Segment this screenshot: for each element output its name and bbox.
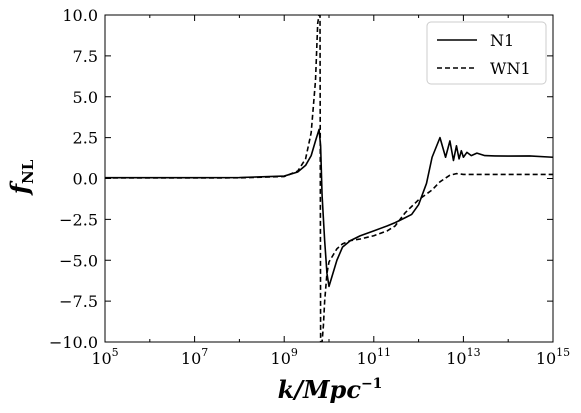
legend-label-n1: N1 — [490, 31, 514, 50]
y-tick-label: −10.0 — [49, 333, 98, 352]
x-tick-label: 105 — [91, 346, 118, 368]
y-tick-label: −2.5 — [59, 210, 98, 229]
y-axis-label: fNL — [5, 159, 37, 196]
x-tick-label: 1013 — [446, 346, 480, 368]
tick-layer: 105 107 109 1011 1013 1015 10.0 7.5 5.0 2.5 0.0 −2.… — [49, 6, 570, 368]
y-tick-label: −5.0 — [59, 251, 98, 270]
legend: N1 WN1 — [426, 21, 547, 85]
x-tick-label: 107 — [181, 346, 208, 368]
legend-label-wn1: WN1 — [490, 59, 531, 78]
x-tick-label: 1011 — [357, 346, 391, 368]
y-tick-label: 5.0 — [73, 88, 98, 107]
x-axis-label: k/Mpc−1 — [278, 375, 383, 404]
y-tick-label: 0.0 — [73, 170, 98, 189]
y-tick-label: 7.5 — [73, 47, 98, 66]
x-tick-label: 1015 — [536, 346, 570, 368]
y-tick-label: 10.0 — [62, 6, 98, 25]
plot-layer — [105, 15, 553, 342]
y-tick-label: −7.5 — [59, 292, 98, 311]
y-tick-label: 2.5 — [73, 129, 98, 148]
x-tick-label: 109 — [271, 346, 298, 368]
series-line-wn1 — [105, 15, 553, 342]
